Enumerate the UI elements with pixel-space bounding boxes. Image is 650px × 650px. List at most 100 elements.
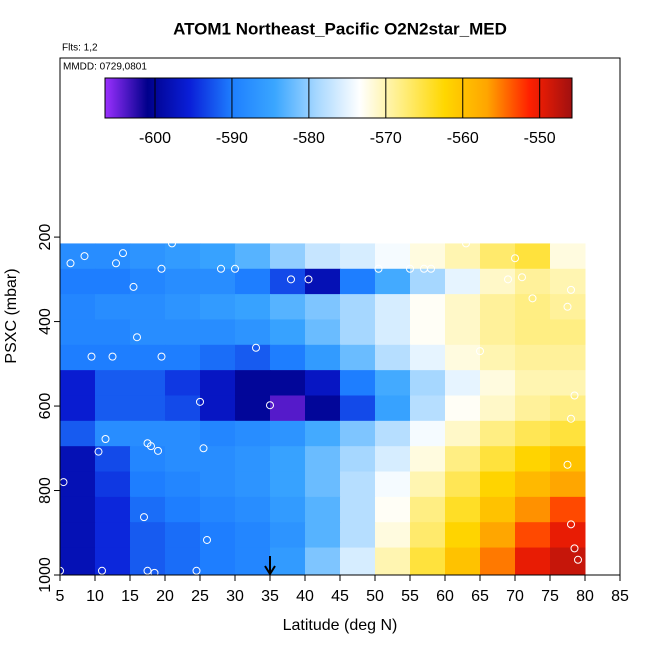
heat-cell	[270, 319, 306, 346]
heat-cell	[410, 522, 446, 549]
heat-cell	[410, 243, 446, 270]
colorbar-tick-label: -550	[524, 130, 556, 147]
heat-cell	[410, 370, 446, 396]
heat-cell	[445, 471, 481, 498]
x-tick-label: 15	[121, 588, 139, 605]
heat-cell	[480, 243, 516, 270]
observation-point	[287, 275, 295, 284]
heat-cell	[200, 294, 236, 320]
heat-cell	[410, 496, 446, 523]
heat-cell	[305, 268, 341, 295]
heat-cell	[235, 268, 271, 295]
observation-point	[66, 259, 75, 268]
heat-cell	[60, 395, 96, 422]
colorbar-tick-label: -600	[139, 130, 171, 147]
heat-cell	[200, 319, 236, 346]
observation-point	[427, 264, 435, 273]
heat-cell	[270, 294, 306, 320]
observation-point	[154, 446, 162, 455]
heat-cell	[340, 471, 376, 498]
heat-cell	[165, 268, 201, 295]
heat-cell	[375, 471, 411, 498]
heat-cell	[515, 319, 551, 346]
heat-cell	[480, 522, 516, 549]
observation-point	[199, 444, 208, 453]
heat-cell	[235, 294, 271, 320]
heat-cell	[60, 294, 96, 320]
observation-point	[192, 566, 201, 575]
x-tick-label: 80	[576, 588, 594, 605]
heat-cell	[130, 268, 166, 295]
observation-point	[94, 447, 103, 456]
heat-cell	[130, 319, 166, 346]
observation-point	[266, 401, 274, 410]
chart-title: ATOM1 Northeast_Pacific O2N2star_MED	[173, 19, 507, 38]
heat-cell	[200, 370, 236, 396]
heat-cell	[305, 471, 341, 498]
heat-cell	[95, 420, 131, 447]
x-tick-label: 20	[156, 588, 174, 605]
heat-cell	[165, 243, 201, 270]
heat-cell	[550, 496, 586, 523]
heat-cell	[410, 395, 446, 422]
heat-cell	[550, 370, 586, 396]
heat-cell	[410, 319, 446, 346]
heat-cell	[200, 344, 236, 371]
heat-cell	[200, 446, 236, 473]
heat-cell	[515, 268, 551, 295]
heat-cell	[270, 395, 306, 422]
heat-cell	[270, 268, 306, 295]
heat-cell	[60, 319, 96, 346]
colorbar-tick-label: -590	[216, 130, 248, 147]
heat-cell	[235, 446, 271, 473]
heat-cell	[375, 446, 411, 473]
x-tick-label: 55	[401, 588, 419, 605]
heat-cell	[550, 319, 586, 346]
heat-cell	[200, 471, 236, 498]
heat-cell	[235, 547, 271, 576]
observation-point	[304, 275, 313, 284]
heat-cell	[515, 344, 551, 371]
heat-cell	[165, 522, 201, 549]
observation-point	[567, 414, 575, 423]
heat-cell	[165, 395, 201, 422]
heat-cell	[340, 522, 376, 549]
heat-cell	[165, 344, 201, 371]
x-tick-label: 85	[611, 588, 629, 605]
colorbar-tick-label: -580	[293, 130, 325, 147]
heat-cell	[340, 319, 376, 346]
observation-point	[196, 397, 204, 406]
heat-cell	[130, 294, 166, 320]
heat-cell	[410, 420, 446, 447]
heat-cell	[410, 446, 446, 473]
x-tick-label: 70	[506, 588, 524, 605]
observation-point	[143, 566, 152, 575]
heat-cell	[340, 370, 376, 396]
heat-cell	[340, 243, 376, 270]
heat-cell	[270, 420, 306, 447]
y-tick-label: 200	[37, 224, 54, 251]
heat-cell	[305, 319, 341, 346]
heat-cell	[410, 547, 446, 576]
heat-cell	[375, 547, 411, 576]
observation-point	[168, 239, 176, 248]
observation-point	[129, 282, 138, 291]
observation-point	[217, 264, 225, 273]
heat-cell	[515, 547, 551, 576]
heat-cell	[95, 319, 131, 346]
x-tick-label: 30	[226, 588, 244, 605]
observation-point	[80, 252, 89, 261]
heat-cell	[60, 446, 96, 473]
heat-cell	[515, 471, 551, 498]
heat-cell	[95, 395, 131, 422]
observation-point	[567, 285, 575, 294]
heat-cell	[550, 547, 586, 576]
heat-cell	[305, 522, 341, 549]
heat-cell	[410, 268, 446, 295]
heat-cell	[60, 547, 96, 576]
observation-point	[511, 254, 519, 263]
heat-cell	[410, 471, 446, 498]
heat-cell	[375, 243, 411, 270]
observation-point	[563, 460, 572, 469]
